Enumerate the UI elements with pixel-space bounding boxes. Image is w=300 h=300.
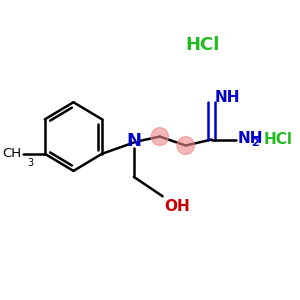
Text: 3: 3 (27, 158, 33, 168)
Text: N: N (126, 132, 141, 150)
Text: HCl: HCl (263, 132, 292, 147)
Text: OH: OH (164, 199, 190, 214)
Circle shape (151, 128, 168, 146)
Text: HCl: HCl (186, 37, 220, 55)
Circle shape (177, 136, 194, 154)
Text: 2: 2 (251, 137, 259, 148)
Text: NH: NH (237, 130, 263, 146)
Text: CH: CH (3, 147, 22, 160)
Text: NH: NH (214, 90, 240, 105)
